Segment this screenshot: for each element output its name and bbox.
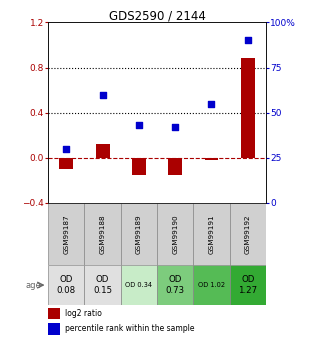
Text: OD
1.27: OD 1.27 [238, 275, 257, 295]
Title: GDS2590 / 2144: GDS2590 / 2144 [109, 9, 206, 22]
Bar [121, 203, 157, 265]
Text: percentile rank within the sample: percentile rank within the sample [65, 324, 194, 333]
Bar [132, 158, 146, 175]
Bar [96, 144, 109, 158]
Bar [121, 265, 157, 305]
Point [137, 122, 142, 128]
Bar [85, 265, 121, 305]
Bar [48, 323, 60, 335]
Text: OD 1.02: OD 1.02 [198, 282, 225, 288]
Point [64, 146, 69, 151]
Point [173, 124, 178, 130]
Text: OD
0.08: OD 0.08 [57, 275, 76, 295]
Text: GSM99187: GSM99187 [63, 214, 69, 254]
Text: log2 ratio: log2 ratio [65, 309, 101, 318]
Text: GSM99192: GSM99192 [245, 214, 251, 254]
Bar [157, 203, 193, 265]
Text: GSM99191: GSM99191 [208, 214, 215, 254]
Point [100, 92, 105, 97]
Text: age: age [26, 280, 42, 289]
Point [209, 101, 214, 106]
Bar [59, 158, 73, 169]
Bar [205, 158, 218, 160]
Point [245, 38, 250, 43]
Bar [168, 158, 182, 175]
Bar [157, 265, 193, 305]
Bar [48, 265, 85, 305]
Bar [48, 203, 85, 265]
Bar [193, 265, 230, 305]
Text: GSM99190: GSM99190 [172, 214, 178, 254]
Text: GSM99188: GSM99188 [100, 214, 106, 254]
Text: GSM99189: GSM99189 [136, 214, 142, 254]
Text: OD
0.73: OD 0.73 [166, 275, 185, 295]
Bar [193, 203, 230, 265]
Bar [48, 307, 60, 319]
Bar [230, 265, 266, 305]
Text: OD 0.34: OD 0.34 [125, 282, 152, 288]
Bar [230, 203, 266, 265]
Text: OD
0.15: OD 0.15 [93, 275, 112, 295]
Bar [241, 59, 255, 158]
Bar [85, 203, 121, 265]
